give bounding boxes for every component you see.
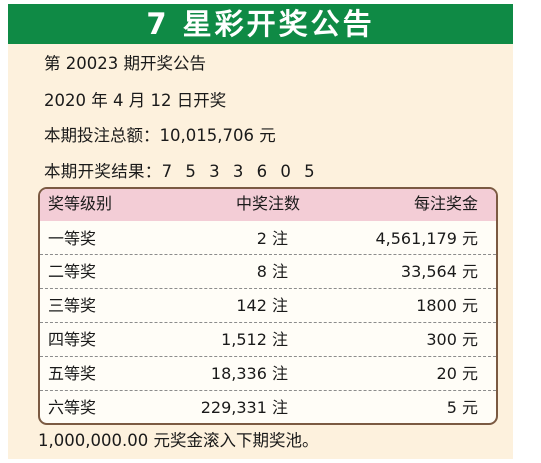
table-row: 五等奖 18,336 注 20 元 xyxy=(40,356,496,392)
prize-level: 五等奖 xyxy=(48,364,97,383)
draw-result-label: 本期开奖结果： xyxy=(44,162,162,181)
winner-count: 2 注 xyxy=(256,229,288,248)
prize-amount: 20 元 xyxy=(436,364,478,383)
prize-amount: 300 元 xyxy=(426,330,478,349)
prize-amount: 4,561,179 元 xyxy=(375,229,478,248)
winner-count: 8 注 xyxy=(256,262,288,281)
rollover-note: 1,000,000.00 元奖金滚入下期奖池。 xyxy=(38,431,319,450)
prize-level: 三等奖 xyxy=(48,296,97,315)
header-level: 奖等级别 xyxy=(48,194,113,213)
prize-amount: 1800 元 xyxy=(416,296,478,315)
winner-count: 18,336 注 xyxy=(210,364,288,383)
total-sales-value: 10,015,706 元 xyxy=(159,126,276,145)
prize-level: 六等奖 xyxy=(48,398,97,417)
row-divider xyxy=(40,288,496,289)
table-header: 奖等级别 中奖注数 每注奖金 xyxy=(40,189,496,221)
issue-line: 第 20023 期开奖公告 xyxy=(44,54,206,73)
winner-count: 229,331 注 xyxy=(200,398,288,417)
table-row: 二等奖 8 注 33,564 元 xyxy=(40,254,496,290)
prize-table: 奖等级别 中奖注数 每注奖金 一等奖 2 注 4,561,179 元 二等奖 8… xyxy=(38,187,498,425)
prize-level: 一等奖 xyxy=(48,229,97,248)
banner-title: 7 星彩开奖公告 xyxy=(8,4,513,44)
winner-count: 1,512 注 xyxy=(221,330,288,349)
table-row: 六等奖 229,331 注 5 元 xyxy=(40,390,496,423)
draw-result: 本期开奖结果：7 5 3 3 6 0 5 xyxy=(44,161,319,183)
prize-amount: 5 元 xyxy=(446,398,478,417)
header-prize: 每注奖金 xyxy=(413,194,478,213)
table-row: 一等奖 2 注 4,561,179 元 xyxy=(40,221,496,257)
draw-result-digits: 7 5 3 3 6 0 5 xyxy=(161,162,319,181)
header-count: 中奖注数 xyxy=(235,194,300,213)
table-row: 四等奖 1,512 注 300 元 xyxy=(40,322,496,358)
prize-amount: 33,564 元 xyxy=(400,262,478,281)
prize-level: 四等奖 xyxy=(48,330,97,349)
row-divider xyxy=(40,390,496,391)
announcement-panel: 7 星彩开奖公告 第 20023 期开奖公告 2020 年 4 月 12 日开奖… xyxy=(8,4,513,459)
total-sales-label: 本期投注总额： xyxy=(44,126,160,145)
table-row: 三等奖 142 注 1800 元 xyxy=(40,288,496,324)
row-divider xyxy=(40,322,496,323)
winner-count: 142 注 xyxy=(236,296,288,315)
row-divider xyxy=(40,254,496,255)
row-divider xyxy=(40,356,496,357)
draw-date: 2020 年 4 月 12 日开奖 xyxy=(44,91,227,110)
prize-level: 二等奖 xyxy=(48,262,97,281)
total-sales: 本期投注总额：10,015,706 元 xyxy=(44,125,276,147)
